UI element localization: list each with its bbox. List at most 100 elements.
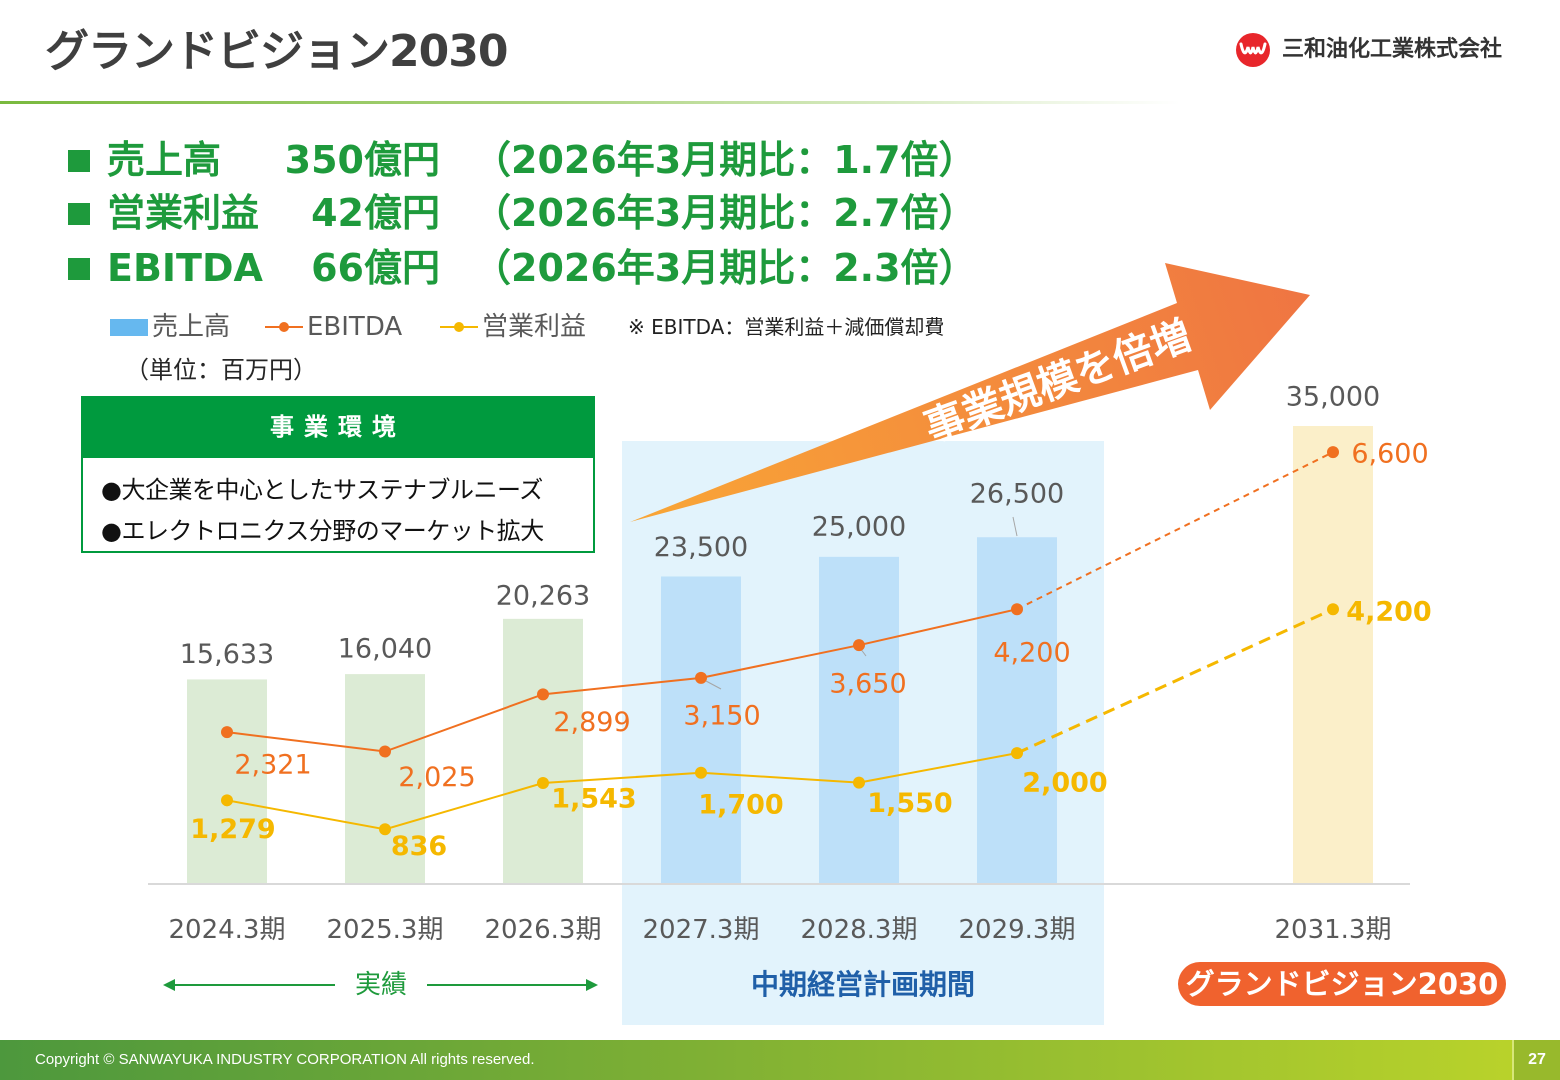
sales-bar-2 (503, 618, 583, 884)
copyright-text: Copyright © SANWAYUKA INDUSTRY CORPORATI… (35, 1051, 535, 1068)
operating-profit-forecast-line (1016, 607, 1334, 755)
operating-profit-value-label-1: 836 (391, 831, 447, 862)
ebitda-point-0 (221, 726, 233, 739)
highlight-comparison: （2026年3月期比：1.7倍） (473, 138, 977, 182)
sales-value-label-1: 16,040 (338, 634, 432, 665)
highlight-comparison: （2026年3月期比：2.3倍） (473, 246, 977, 290)
sales-value-label-5: 26,500 (970, 479, 1064, 510)
legend-line-ebitda-icon (265, 322, 303, 332)
ebitda-point-5 (1011, 603, 1023, 616)
unit-label: （単位：百万円） (125, 356, 317, 384)
highlight-comparison: （2026年3月期比：2.7倍） (473, 191, 977, 235)
actual-period-double-arrow-icon (163, 979, 598, 991)
ebitda-value-label-4: 3,650 (829, 669, 906, 700)
sales-bar-0 (187, 679, 267, 884)
ebitda-value-label-1: 2,025 (398, 762, 475, 793)
x-tick-label-3: 2027.3期 (643, 915, 760, 945)
x-tick-label-6: 2031.3期 (1275, 915, 1392, 945)
sales-bar-5 (977, 537, 1057, 884)
legend-line-operating-profit-icon (440, 322, 478, 332)
operating-profit-point-3 (695, 766, 707, 779)
mid-term-period-label: 中期経営計画期間 (750, 968, 975, 1001)
company-name: 三和油化工業株式会社 (1282, 37, 1503, 62)
sales-bar-3 (661, 576, 741, 884)
highlight-value: 350億円 (284, 138, 440, 182)
sales-bar-4 (819, 556, 899, 884)
footer-bar: Copyright © SANWAYUKA INDUSTRY CORPORATI… (0, 1040, 1560, 1080)
x-tick-label-1: 2025.3期 (327, 915, 444, 945)
ebitda-value-label-2: 2,899 (553, 707, 630, 738)
growth-arrow-shape (630, 263, 1310, 522)
operating-profit-point-6 (1327, 603, 1339, 616)
label-leader-line-0 (705, 680, 722, 690)
sanwayuka-logo-icon (1236, 33, 1270, 67)
business-environment-item: ●エレクトロニクス分野のマーケット拡大 (101, 517, 544, 545)
business-environment-item: ●大企業を中心としたサステナブルニーズ (101, 476, 543, 504)
ebitda-point-1 (379, 745, 391, 758)
ebitda-value-label-3: 3,150 (683, 700, 760, 731)
business-environment-body: ●大企業を中心としたサステナブルニーズ ●エレクトロニクス分野のマーケット拡大 (81, 458, 595, 553)
operating-profit-value-label-4: 1,550 (867, 788, 952, 819)
sales-value-label-4: 25,000 (812, 511, 906, 542)
highlight-row-sales: 売上高 350億円 （2026年3月期比：1.7倍） (0, 137, 1100, 183)
highlight-row-operating-profit: 営業利益 42億円 （2026年3月期比：2.7倍） (0, 190, 1100, 236)
highlight-row-ebitda: EBITDA 66億円 （2026年3月期比：2.3倍） (0, 245, 1100, 291)
sales-bar-6 (1293, 426, 1373, 884)
business-environment-title: 事業環境 (81, 396, 595, 458)
x-tick-label-2: 2026.3期 (485, 915, 602, 945)
growth-arrow-text: 事業規模を倍増 (919, 313, 1198, 452)
legend-label-ebitda: EBITDA (307, 312, 403, 342)
x-tick-label-5: 2029.3期 (959, 915, 1076, 945)
operating-profit-point-5 (1011, 747, 1023, 760)
operating-profit-value-label-6: 4,200 (1346, 597, 1431, 628)
legend-label-operating-profit: 営業利益 (482, 312, 587, 342)
x-tick-label-0: 2024.3期 (169, 915, 286, 945)
page-title: グランドビジョン2030 (45, 26, 508, 77)
ebitda-line (226, 608, 1018, 753)
sales-value-label-6: 35,000 (1286, 382, 1380, 413)
highlight-label: 売上高 (107, 138, 222, 182)
operating-profit-value-label-0: 1,279 (190, 814, 275, 845)
label-leader-line-2 (1012, 516, 1018, 537)
bullet-square-icon (68, 150, 90, 172)
operating-profit-value-label-5: 2,000 (1022, 768, 1107, 799)
sales-value-label-2: 20,263 (496, 580, 590, 611)
ebitda-value-label-6: 6,600 (1351, 439, 1428, 470)
ebitda-point-3 (695, 671, 707, 684)
legend-label-sales: 売上高 (152, 312, 231, 342)
actual-period-label: 実績 (354, 970, 407, 1000)
operating-profit-value-label-3: 1,700 (698, 789, 783, 820)
ebitda-value-label-0: 2,321 (234, 750, 311, 781)
ebitda-point-2 (537, 688, 549, 701)
bullet-square-icon (68, 258, 90, 280)
operating-profit-line (226, 752, 1018, 831)
sales-bar-1 (345, 674, 425, 884)
sales-value-label-3: 23,500 (654, 532, 748, 563)
legend-swatch-sales (110, 319, 148, 336)
legend-note: ※ EBITDA：営業利益＋減価償却費 (628, 315, 945, 339)
bullet-square-icon (68, 203, 90, 225)
highlight-value: 42億円 (311, 191, 440, 235)
grand-vision-badge: グランドビジョン2030 (1178, 962, 1506, 1006)
header-divider (0, 101, 1180, 104)
highlight-label: EBITDA (107, 246, 263, 290)
operating-profit-point-4 (853, 776, 865, 789)
highlight-label: 営業利益 (107, 191, 260, 235)
ebitda-point-4 (853, 639, 865, 652)
operating-profit-point-2 (537, 777, 549, 790)
ebitda-value-label-5: 4,200 (993, 638, 1070, 669)
sales-value-label-0: 15,633 (180, 639, 274, 670)
ebitda-forecast-line (1016, 451, 1334, 611)
x-tick-label-4: 2028.3期 (801, 915, 918, 945)
highlight-value: 66億円 (311, 246, 440, 290)
operating-profit-value-label-2: 1,543 (551, 784, 636, 815)
operating-profit-point-0 (221, 794, 233, 807)
operating-profit-point-1 (379, 823, 391, 836)
page-number: 27 (1512, 1040, 1560, 1080)
business-environment-box: 事業環境 ●大企業を中心としたサステナブルニーズ ●エレクトロニクス分野のマーケ… (81, 396, 595, 553)
chart-legend: 売上高 EBITDA 営業利益 ※ EBITDA：営業利益＋減価償却費 (0, 310, 1100, 344)
ebitda-point-6 (1327, 446, 1339, 459)
